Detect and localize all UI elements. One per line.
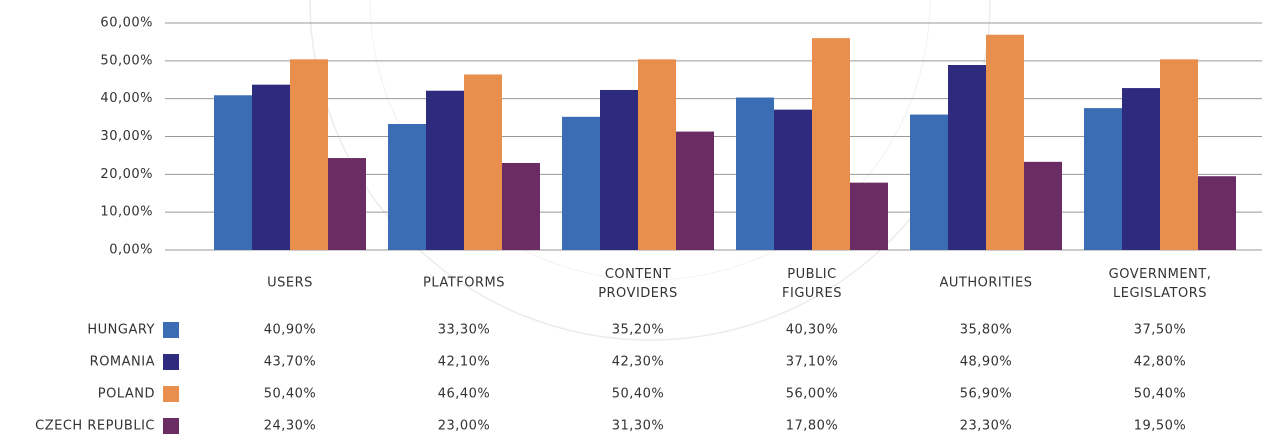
- value-label: 23,30%: [960, 419, 1013, 434]
- bar: [600, 89, 638, 250]
- value-label: 40,90%: [264, 323, 317, 338]
- legend-swatch: [163, 354, 179, 370]
- bar: [1084, 108, 1122, 250]
- value-label: 24,30%: [264, 419, 317, 434]
- value-label: 35,20%: [612, 323, 665, 338]
- legend-swatch: [163, 322, 179, 338]
- bar: [562, 116, 600, 251]
- bar: [1024, 161, 1062, 250]
- value-label: 48,90%: [960, 355, 1013, 370]
- legend-swatch: [163, 418, 179, 434]
- value-label: 23,00%: [438, 419, 491, 434]
- legend-label: HUNGARY: [87, 323, 155, 338]
- y-tick-label: 30,00%: [100, 129, 153, 144]
- value-label: 19,50%: [1134, 419, 1187, 434]
- y-tick-label: 0,00%: [109, 243, 153, 258]
- x-tick-label: USERS: [267, 276, 313, 291]
- value-label: 35,80%: [960, 323, 1013, 338]
- bar: [812, 38, 850, 251]
- bar: [426, 90, 464, 250]
- value-label: 42,10%: [438, 355, 491, 370]
- value-label: 50,40%: [612, 387, 665, 402]
- x-tick-label: GOVERNMENT, LEGISLATORS: [1109, 267, 1212, 301]
- value-label: 42,80%: [1134, 355, 1187, 370]
- y-tick-label: 40,00%: [100, 91, 153, 106]
- value-label: 56,00%: [786, 387, 839, 402]
- bar: [948, 64, 986, 251]
- legend-label: POLAND: [98, 387, 155, 402]
- bar: [1122, 88, 1160, 250]
- y-tick-label: 10,00%: [100, 205, 153, 220]
- bar: [214, 95, 252, 251]
- value-label: 37,50%: [1134, 323, 1187, 338]
- bar: [910, 114, 948, 250]
- x-tick-label: PLATFORMS: [423, 276, 505, 291]
- bar: [252, 84, 290, 250]
- x-tick-label: AUTHORITIES: [940, 276, 1033, 291]
- bar: [638, 59, 676, 250]
- x-tick-label: CONTENT PROVIDERS: [598, 267, 678, 301]
- value-label: 33,30%: [438, 323, 491, 338]
- bar: [388, 124, 426, 250]
- value-label: 43,70%: [264, 355, 317, 370]
- bar: [676, 131, 714, 250]
- value-label: 46,40%: [438, 387, 491, 402]
- bar: [986, 34, 1024, 250]
- bar: [502, 162, 540, 250]
- value-label: 56,90%: [960, 387, 1013, 402]
- bar: [1160, 59, 1198, 250]
- bar: [328, 158, 366, 250]
- legend-label: CZECH REPUBLIC: [35, 419, 155, 434]
- value-label: 31,30%: [612, 419, 665, 434]
- bar: [290, 59, 328, 250]
- y-tick-label: 50,00%: [100, 53, 153, 68]
- bar: [464, 74, 502, 250]
- bar: [774, 109, 812, 250]
- x-tick-label: PUBLIC FIGURES: [782, 267, 842, 301]
- value-label: 37,10%: [786, 355, 839, 370]
- value-label: 42,30%: [612, 355, 665, 370]
- bar: [850, 182, 888, 250]
- bar: [736, 97, 774, 250]
- bar: [1198, 176, 1236, 250]
- y-tick-label: 60,00%: [100, 16, 153, 31]
- legend-label: ROMANIA: [90, 355, 155, 370]
- y-tick-label: 20,00%: [100, 167, 153, 182]
- value-label: 17,80%: [786, 419, 839, 434]
- value-label: 50,40%: [264, 387, 317, 402]
- value-label: 40,30%: [786, 323, 839, 338]
- legend-swatch: [163, 386, 179, 402]
- value-label: 50,40%: [1134, 387, 1187, 402]
